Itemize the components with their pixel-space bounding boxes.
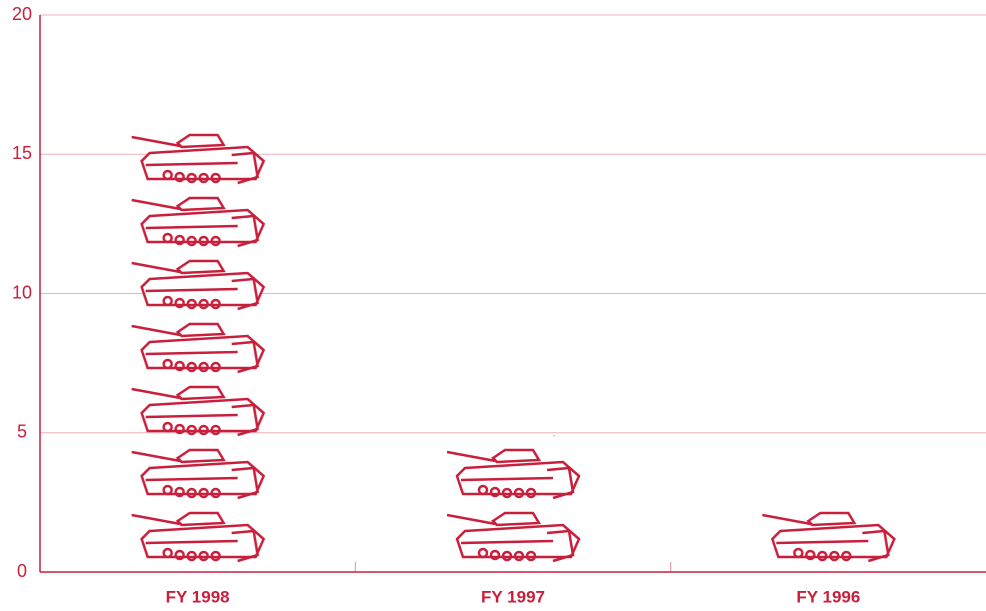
y-tick-label: 10: [12, 282, 32, 302]
y-tick-label: 5: [17, 422, 27, 442]
x-tick-label: FY 1998: [166, 587, 230, 606]
bar: [758, 505, 899, 572]
bar: [127, 126, 268, 573]
y-tick-label: 20: [12, 4, 32, 24]
y-tick-label: 0: [17, 561, 27, 581]
y-tick-label: 15: [12, 143, 32, 163]
x-tick-label: FY 1996: [796, 587, 860, 606]
bar: [443, 435, 583, 572]
x-tick-label: FY 1997: [481, 587, 545, 606]
